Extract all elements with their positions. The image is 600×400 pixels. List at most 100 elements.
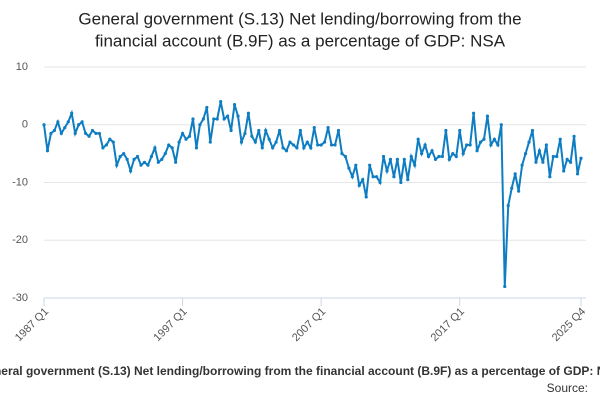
point [295,146,299,150]
x-tick-label: 2017 Q1 [429,306,467,344]
point [291,143,296,147]
source: Source: [547,381,588,395]
point [520,163,524,167]
point [420,152,424,156]
point [187,134,192,138]
point [523,152,528,156]
point [364,195,368,199]
point [381,154,386,159]
point [485,114,490,118]
point [160,157,164,161]
x-tick-label: 2025 Q4 [550,306,588,344]
point [180,131,185,136]
point [101,146,105,150]
y-tick-label: 0 [22,119,28,131]
point [489,143,493,147]
y-tick-label: -30 [12,292,28,304]
point [215,117,219,121]
point [239,140,244,144]
point [534,160,538,164]
point [142,160,147,164]
point [45,149,50,153]
point [326,126,330,130]
point [510,186,514,190]
point [229,128,233,133]
point [177,140,181,144]
point [77,123,81,127]
point [374,175,379,179]
point [416,137,420,141]
point [468,143,472,147]
point [52,128,56,133]
point [253,140,257,144]
point [378,180,382,185]
point [544,143,548,147]
point [537,149,542,153]
point [298,128,302,133]
point [42,123,46,127]
point [395,157,399,161]
point [226,114,230,118]
point [250,134,254,138]
chart-title: financial account (B.9F) as a percentage… [95,31,506,50]
x-tick-label: 1997 Q1 [151,306,189,344]
point [212,117,216,121]
point [83,131,88,136]
point [70,111,74,115]
point [555,154,559,159]
point [170,146,174,150]
point [343,154,348,159]
point [506,204,510,208]
point [118,154,122,159]
point [122,152,126,156]
point [333,143,337,147]
point [277,128,282,133]
point [409,154,413,159]
point [198,123,202,127]
x-tick-label: 1987 Q1 [13,306,51,344]
point [458,128,462,133]
point [305,140,309,144]
point [194,146,199,150]
point [357,183,361,187]
point [281,146,285,150]
point [59,131,63,136]
point [350,175,354,179]
footer-title: General government (S.13) Net lending/bo… [0,364,600,378]
point [548,175,552,179]
point [323,140,327,144]
point [565,157,569,161]
point [156,160,160,164]
point [499,123,503,127]
point [184,137,188,141]
point [575,172,580,176]
point [205,105,209,110]
point [451,152,455,156]
point [354,163,358,167]
point [167,143,171,147]
point [413,163,417,167]
point [191,117,195,121]
point [551,154,555,159]
point [271,146,275,150]
point [371,175,375,179]
point [264,128,268,133]
point [496,143,500,147]
point [461,152,465,156]
point [513,172,517,176]
point [56,120,60,124]
chart-title: General government (S.13) Net lending/bo… [78,9,521,28]
point [406,178,410,182]
point [579,156,583,160]
point [336,128,341,133]
point [572,134,576,138]
point [111,140,115,144]
point [309,146,313,150]
point [447,157,451,161]
point [517,189,521,193]
point [288,140,292,144]
point [153,146,157,150]
point [135,154,140,159]
